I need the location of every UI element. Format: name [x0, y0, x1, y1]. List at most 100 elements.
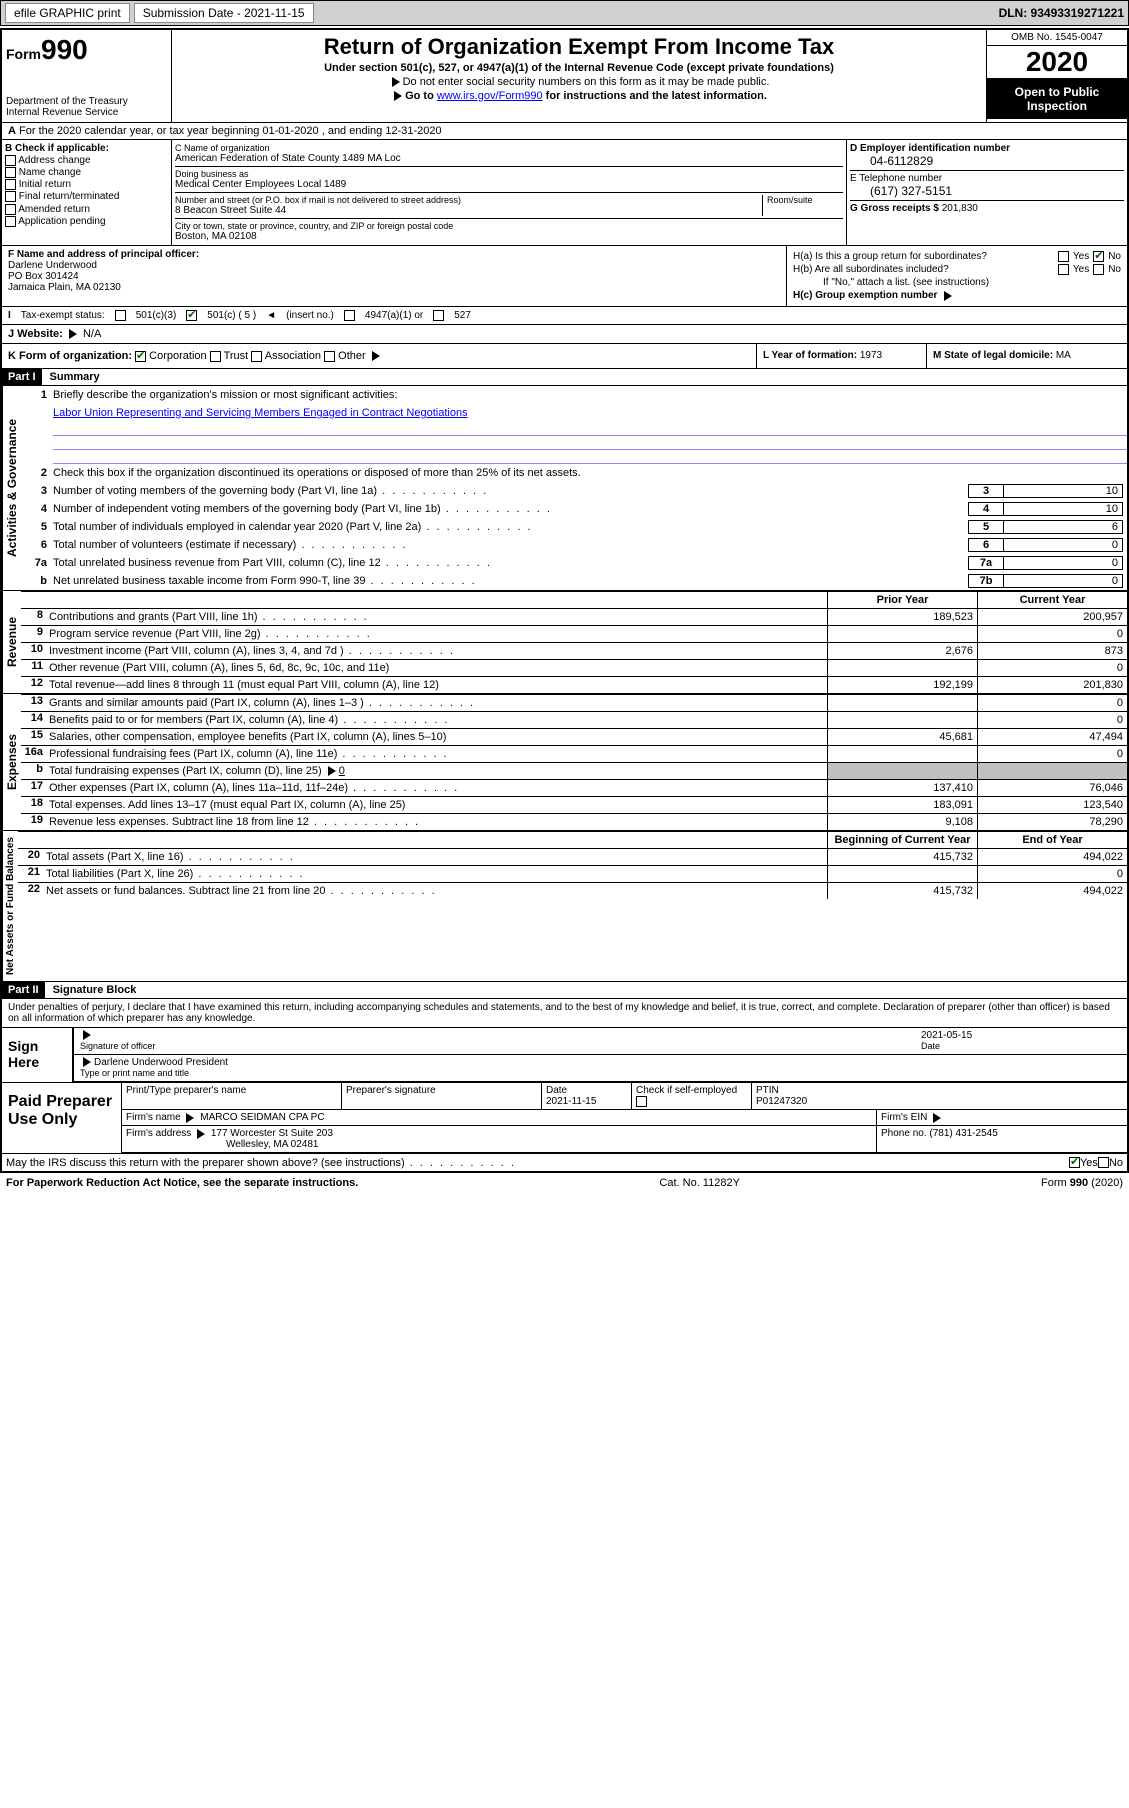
- l16b-prior-shaded: [827, 763, 977, 779]
- officer-addr2: Jamaica Plain, MA 02130: [8, 282, 780, 293]
- ssn-warning: Do not enter social security numbers on …: [176, 76, 982, 88]
- officer-label: F Name and address of principal officer:: [8, 249, 780, 260]
- row-a-tax-year: A For the 2020 calendar year, or tax yea…: [2, 122, 1127, 139]
- chk-initial-return[interactable]: Initial return: [5, 179, 168, 190]
- l17-current: 76,046: [977, 780, 1127, 796]
- part-ii-tag: Part II: [2, 982, 45, 998]
- l7b-num: 7b: [968, 574, 1003, 588]
- officer-addr1: PO Box 301424: [8, 271, 780, 282]
- signature-block: Under penalties of perjury, I declare th…: [2, 998, 1127, 1082]
- section-revenue: Revenue Prior YearCurrent Year 8Contribu…: [2, 590, 1127, 693]
- l4-num: 4: [968, 502, 1003, 516]
- arrow-icon: [392, 77, 400, 87]
- l10-prior: 2,676: [827, 643, 977, 659]
- website-value: N/A: [83, 328, 101, 340]
- vtab-governance: Activities & Governance: [2, 386, 21, 590]
- section-net-assets: Net Assets or Fund Balances Beginning of…: [2, 830, 1127, 981]
- typeprint-label: Type or print name and title: [80, 1068, 189, 1078]
- footer-paperwork: For Paperwork Reduction Act Notice, see …: [6, 1177, 358, 1189]
- section-expenses: Expenses 13Grants and similar amounts pa…: [2, 693, 1127, 830]
- l21-boy: [827, 866, 977, 882]
- vtab-revenue: Revenue: [2, 591, 21, 693]
- chk-4947a1[interactable]: [344, 310, 355, 321]
- part-ii-label: Signature Block: [45, 982, 145, 998]
- irs-link[interactable]: www.irs.gov/Form990: [437, 90, 543, 102]
- chk-501c3[interactable]: [115, 310, 126, 321]
- chk-corporation[interactable]: [135, 351, 146, 362]
- discuss-no-checkbox[interactable]: [1098, 1157, 1109, 1168]
- l11-text: Other revenue (Part VIII, column (A), li…: [49, 660, 827, 676]
- l9-prior: [827, 626, 977, 642]
- telephone-value: (617) 327-5151: [870, 184, 1124, 198]
- firm-phone-value: (781) 431-2545: [929, 1128, 997, 1139]
- ha-yes-checkbox[interactable]: [1058, 251, 1069, 262]
- chk-name-change[interactable]: Name change: [5, 167, 168, 178]
- l16a-prior: [827, 746, 977, 762]
- l9-text: Program service revenue (Part VIII, line…: [49, 626, 827, 642]
- l21-text: Total liabilities (Part X, line 26): [46, 866, 827, 882]
- efile-button[interactable]: efile GRAPHIC print: [5, 3, 130, 23]
- arrow-icon: [197, 1129, 205, 1139]
- gross-receipts-label: G Gross receipts $: [850, 203, 942, 214]
- firm-addr1: 177 Worcester St Suite 203: [211, 1128, 333, 1139]
- l13-current: 0: [977, 695, 1127, 711]
- l20-boy: 415,732: [827, 849, 977, 865]
- submission-date-button[interactable]: Submission Date - 2021-11-15: [134, 3, 314, 23]
- l3-num: 3: [968, 484, 1003, 498]
- chk-other[interactable]: [324, 351, 335, 362]
- ptin-value: P01247320: [756, 1096, 807, 1107]
- part-i-label: Summary: [42, 369, 108, 385]
- org-name-label: C Name of organization: [175, 143, 843, 153]
- chk-527[interactable]: [433, 310, 444, 321]
- l14-prior: [827, 712, 977, 728]
- chk-final-return[interactable]: Final return/terminated: [5, 191, 168, 202]
- l12-current: 201,830: [977, 677, 1127, 693]
- l18-prior: 183,091: [827, 797, 977, 813]
- chk-amended-return[interactable]: Amended return: [5, 204, 168, 215]
- prep-name-label: Print/Type preparer's name: [122, 1083, 342, 1109]
- chk-self-employed[interactable]: [636, 1096, 647, 1107]
- l12-prior: 192,199: [827, 677, 977, 693]
- row-k-form-org: K Form of organization: Corporation Trus…: [2, 343, 1127, 368]
- dba-label: Doing business as: [175, 169, 843, 179]
- department-label: Department of the Treasury Internal Reve…: [6, 96, 167, 118]
- l20-eoy: 494,022: [977, 849, 1127, 865]
- l17-text: Other expenses (Part IX, column (A), lin…: [49, 780, 827, 796]
- discuss-yes-checkbox[interactable]: [1069, 1157, 1080, 1168]
- street-address: 8 Beacon Street Suite 44: [175, 205, 758, 216]
- section-bcd: B Check if applicable: Address change Na…: [2, 139, 1127, 245]
- l15-current: 47,494: [977, 729, 1127, 745]
- chk-address-change[interactable]: Address change: [5, 155, 168, 166]
- ptin-label: PTIN: [756, 1085, 779, 1096]
- l5-text: Total number of individuals employed in …: [53, 521, 968, 533]
- l11-prior: [827, 660, 977, 676]
- ha-no-checkbox[interactable]: [1093, 251, 1104, 262]
- l7b-text: Net unrelated business taxable income fr…: [53, 575, 968, 587]
- chk-trust[interactable]: [210, 351, 221, 362]
- chk-501c[interactable]: [186, 310, 197, 321]
- exempt-label: Tax-exempt status:: [21, 310, 105, 321]
- hb-no-checkbox[interactable]: [1093, 264, 1104, 275]
- discuss-row: May the IRS discuss this return with the…: [2, 1153, 1127, 1171]
- l3-text: Number of voting members of the governin…: [53, 485, 968, 497]
- form-label: Form: [6, 46, 41, 62]
- ein-value: 04-6112829: [870, 154, 1124, 168]
- arrow-icon: [944, 291, 952, 301]
- chk-association[interactable]: [251, 351, 262, 362]
- officer-printed-name: Darlene Underwood President: [94, 1057, 228, 1068]
- hb-yes-checkbox[interactable]: [1058, 264, 1069, 275]
- boy-header: Beginning of Current Year: [827, 832, 977, 848]
- l15-prior: 45,681: [827, 729, 977, 745]
- l18-text: Total expenses. Add lines 13–17 (must eq…: [49, 797, 827, 813]
- top-toolbar: efile GRAPHIC print Submission Date - 20…: [0, 0, 1129, 26]
- website-label: J Website:: [8, 328, 63, 340]
- arrow-icon: [933, 1113, 941, 1123]
- l14-text: Benefits paid to or for members (Part IX…: [49, 712, 827, 728]
- l7a-num: 7a: [968, 556, 1003, 570]
- l5-value: 6: [1003, 520, 1123, 534]
- row-j-website: J Website: N/A: [2, 324, 1127, 343]
- ein-label: D Employer identification number: [850, 143, 1124, 154]
- chk-application-pending[interactable]: Application pending: [5, 216, 168, 227]
- l8-current: 200,957: [977, 609, 1127, 625]
- blank-line: [53, 450, 1127, 464]
